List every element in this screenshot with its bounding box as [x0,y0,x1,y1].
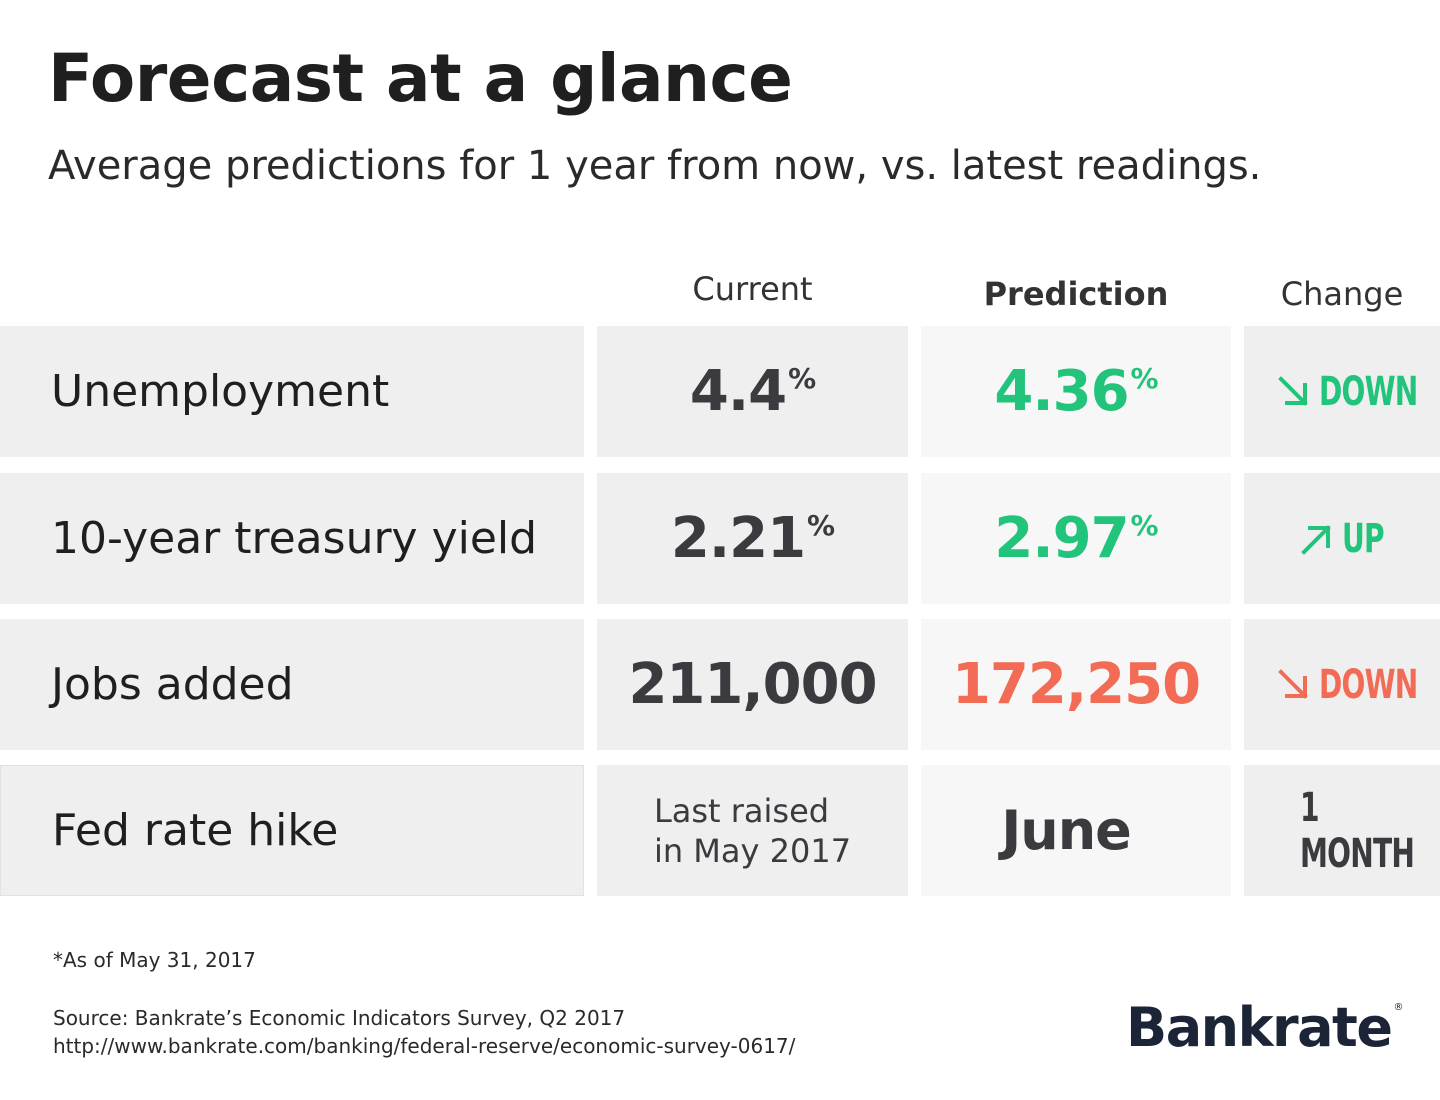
change-label: DOWN [1318,661,1418,708]
change-label: 1 MONTH [1299,784,1415,877]
arrow-up-right-icon [1300,522,1334,556]
prediction-unit: % [1130,509,1159,542]
page-subtitle: Average predictions for 1 year from now,… [48,143,1262,189]
change-cell: DOWN [1244,619,1440,750]
prediction-unit: % [1130,362,1159,395]
change-label: UP [1342,515,1385,562]
current-value: 2.21% [670,506,835,571]
row-label-cell: Unemployment [0,326,584,457]
prediction-cell: 2.97% [921,473,1231,604]
prediction-cell: June [921,765,1231,896]
arrow-down-right-icon [1277,668,1311,702]
change-cell: 1 MONTH [1244,765,1440,896]
table-row-treasury-yield: 10-year treasury yield 2.21% 2.97% UP [0,473,1440,604]
row-label: 10-year treasury yield [51,513,538,564]
column-header-current: Current [692,270,813,308]
prediction-value: 172,250 [951,652,1201,717]
current-cell: 2.21% [597,473,908,604]
table-row-unemployment: Unemployment 4.4% 4.36% DOWN [0,326,1440,457]
row-label: Jobs added [51,659,294,710]
column-header-prediction: Prediction [983,275,1169,313]
current-value: 211,000 [628,652,877,717]
row-label-cell: 10-year treasury yield [0,473,584,604]
change-cell: DOWN [1244,326,1440,457]
current-value: Last raised in May 2017 [653,791,852,870]
source-url: http://www.bankrate.com/banking/federal-… [53,1034,796,1058]
page-title: Forecast at a glance [48,40,793,117]
row-label-cell: Jobs added [0,619,584,750]
prediction-value: 4.36% [994,359,1159,424]
source-note: Source: Bankrate’s Economic Indicators S… [53,1004,795,1060]
change-label: DOWN [1318,368,1418,415]
current-unit: % [807,509,835,542]
prediction-cell: 172,250 [921,619,1231,750]
row-label-cell: Fed rate hike [0,765,584,896]
current-cell: 211,000 [597,619,908,750]
prediction-value: June [1001,799,1132,862]
current-cell: Last raised in May 2017 [597,765,908,896]
table-row-jobs-added: Jobs added 211,000 172,250 DOWN [0,619,1440,750]
current-value: 4.4% [689,359,816,424]
prediction-cell: 4.36% [921,326,1231,457]
footnote: *As of May 31, 2017 [53,948,256,972]
row-label: Fed rate hike [52,805,339,856]
change-cell: UP [1244,473,1440,604]
column-header-change: Change [1280,275,1404,313]
table-row-fed-rate-hike: Fed rate hike Last raised in May 2017 Ju… [0,765,1440,896]
arrow-down-right-icon [1277,375,1311,409]
bankrate-logo: Bankrate ® [1126,996,1403,1059]
current-unit: % [788,362,816,395]
source-text: Source: Bankrate’s Economic Indicators S… [53,1006,626,1030]
current-cell: 4.4% [597,326,908,457]
prediction-value: 2.97% [994,506,1159,571]
row-label: Unemployment [51,366,390,417]
